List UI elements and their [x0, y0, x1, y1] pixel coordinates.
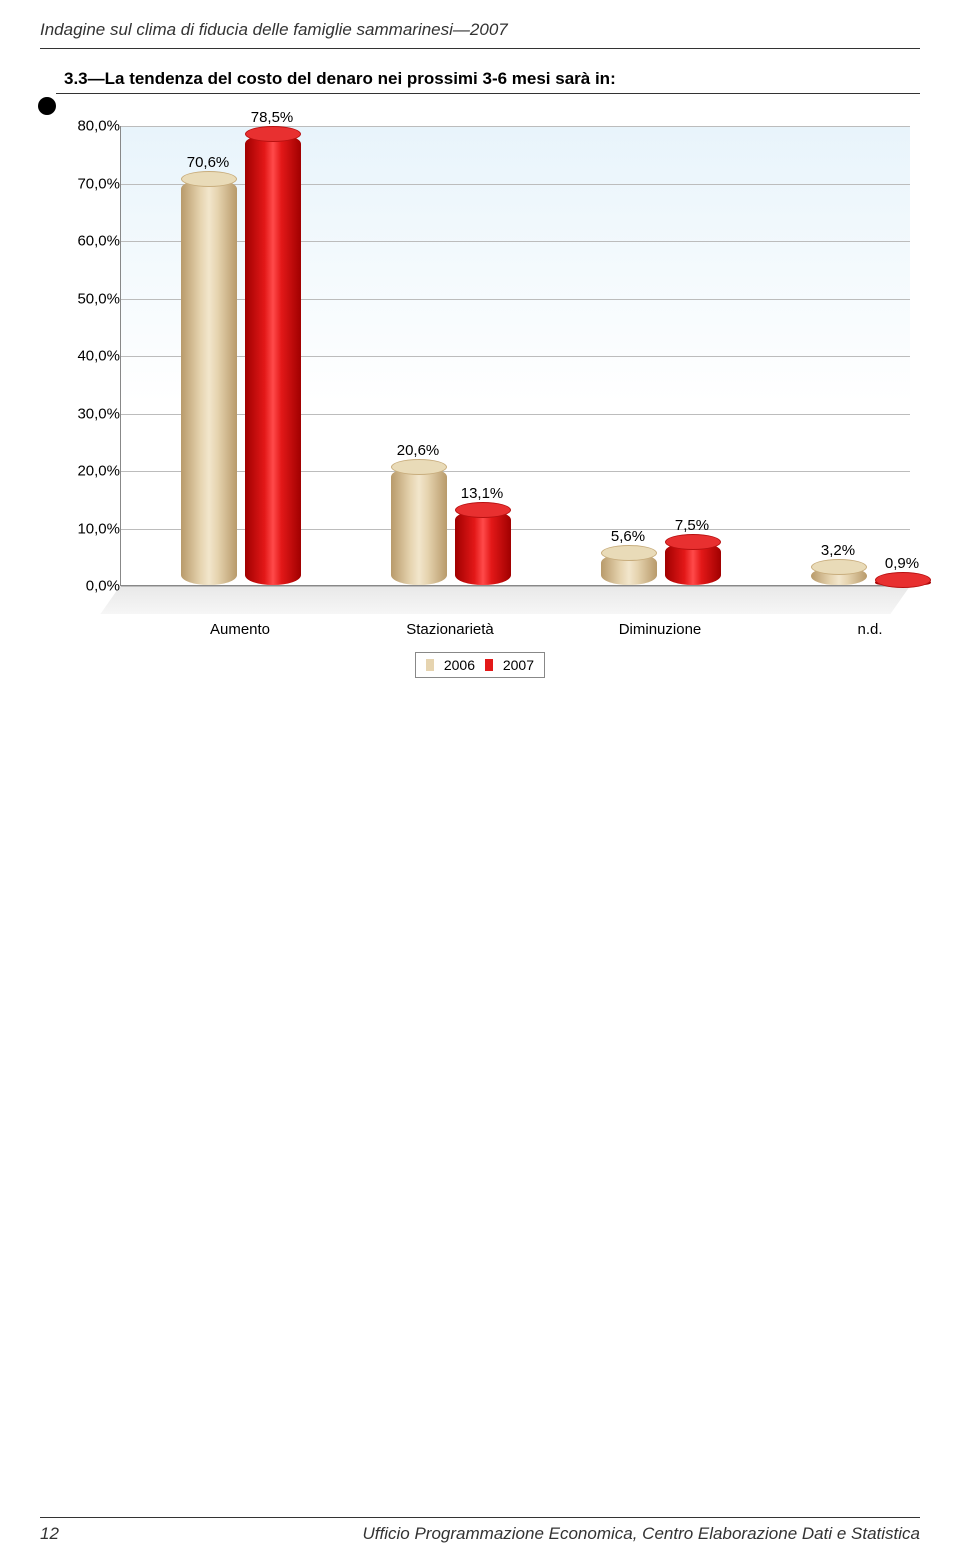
y-axis-label: 20,0%: [50, 463, 120, 480]
chart-floor: [100, 586, 910, 614]
bar-2007-n.d.: [875, 580, 931, 585]
page-footer: 12 Ufficio Programmazione Economica, Cen…: [40, 1517, 920, 1544]
bar-2006-n.d.: [811, 567, 867, 585]
bar-value-label: 13,1%: [461, 485, 504, 502]
page-number: 12: [40, 1524, 59, 1544]
y-axis-label: 50,0%: [50, 290, 120, 307]
bar-2007-Stazionarietà: [455, 510, 511, 585]
chart-area: 0,0% 10,0% 20,0% 30,0% 40,0% 50,0% 60,0% 70,0% 8…: [40, 106, 920, 646]
bar-value-label: 3,2%: [821, 542, 855, 559]
bar-2007-Aumento: [245, 134, 301, 585]
page-header: Indagine sul clima di fiducia delle fami…: [0, 0, 960, 48]
bar-2007-Diminuzione: [665, 542, 721, 585]
y-axis-label: 0,0%: [50, 578, 120, 595]
gridline: [121, 586, 910, 587]
gridline: [121, 299, 910, 300]
bar-value-label: 70,6%: [187, 154, 230, 171]
chart-container: 0,0% 10,0% 20,0% 30,0% 40,0% 50,0% 60,0% 70,0% 8…: [40, 106, 920, 678]
gridline: [121, 126, 910, 127]
legend-label-2006: 2006: [444, 657, 475, 673]
section-title: 3.3—La tendenza del costo del denaro nei…: [64, 69, 616, 89]
bar-2006-Stazionarietà: [391, 467, 447, 585]
x-axis-label: Diminuzione: [619, 621, 702, 638]
bar-2006-Diminuzione: [601, 553, 657, 585]
bar-value-label: 20,6%: [397, 442, 440, 459]
footer-rule: [40, 1517, 920, 1518]
x-axis-label: Aumento: [210, 621, 270, 638]
chart-plot: [120, 126, 910, 586]
y-axis-label: 40,0%: [50, 348, 120, 365]
y-axis-label: 70,0%: [50, 175, 120, 192]
legend-swatch-2007: [485, 659, 493, 671]
y-axis-label: 30,0%: [50, 405, 120, 422]
footer-text: Ufficio Programmazione Economica, Centro…: [363, 1524, 920, 1544]
chart-legend: 2006 2007: [415, 652, 545, 678]
header-rule: [40, 48, 920, 49]
bar-value-label: 78,5%: [251, 109, 294, 126]
section-title-wrap: 3.3—La tendenza del costo del denaro nei…: [40, 69, 920, 89]
bar-value-label: 0,9%: [885, 555, 919, 572]
y-axis-label: 60,0%: [50, 233, 120, 250]
gridline: [121, 356, 910, 357]
x-axis-label: Stazionarietà: [406, 621, 494, 638]
x-axis-label: n.d.: [857, 621, 882, 638]
bar-value-label: 7,5%: [675, 517, 709, 534]
y-axis-label: 80,0%: [50, 118, 120, 135]
bar-2006-Aumento: [181, 179, 237, 585]
bar-value-label: 5,6%: [611, 528, 645, 545]
legend-swatch-2006: [426, 659, 434, 671]
gridline: [121, 471, 910, 472]
gridline: [121, 529, 910, 530]
gridline: [121, 241, 910, 242]
section-bullet-icon: [38, 97, 56, 115]
legend-label-2007: 2007: [503, 657, 534, 673]
y-axis-label: 10,0%: [50, 520, 120, 537]
gridline: [121, 414, 910, 415]
section-rule: [56, 93, 920, 94]
gridline: [121, 184, 910, 185]
